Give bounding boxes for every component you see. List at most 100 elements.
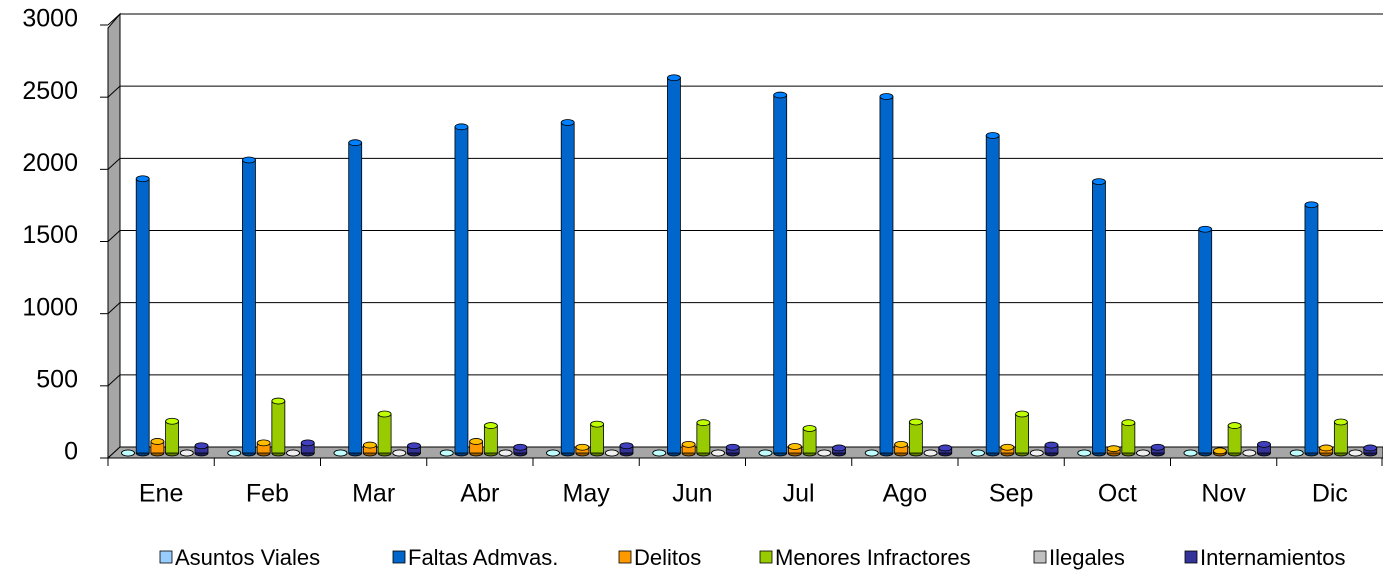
bar: [165, 420, 180, 454]
cylinder-top: [1333, 418, 1348, 426]
cylinder-top: [1227, 422, 1242, 429]
cylinder-top: [652, 449, 667, 457]
grid-line-side: [107, 230, 121, 242]
x-tick-label: Dic: [1312, 480, 1348, 508]
x-tick-label: Sep: [989, 480, 1033, 508]
legend-swatch: [1033, 550, 1047, 564]
cylinder-top: [271, 397, 286, 405]
x-tick-label: Abr: [460, 480, 499, 508]
cylinder-top: [469, 438, 484, 445]
bar: [1304, 204, 1319, 454]
cylinder-top: [1289, 449, 1304, 457]
grid-line-side: [107, 13, 121, 26]
legend-swatch: [159, 550, 173, 564]
cylinder-top: [908, 418, 923, 426]
legend-swatch: [1184, 550, 1198, 564]
bar: [135, 178, 150, 454]
cylinder-top: [560, 119, 575, 126]
cylinder-top: [300, 439, 315, 447]
bar: [242, 159, 256, 454]
bar: [908, 421, 923, 454]
bar: [1092, 181, 1106, 454]
grid-line-side: [107, 302, 121, 315]
x-tick-label: Nov: [1201, 480, 1246, 508]
cylinder-top: [696, 419, 711, 427]
cylinder-top: [1044, 441, 1059, 449]
cylinder-top: [121, 449, 135, 457]
bar: [271, 400, 286, 454]
y-tick-label: 0: [64, 438, 78, 466]
cylinder-top: [377, 410, 392, 418]
cylinder-top: [286, 449, 300, 457]
y-tick-label: 2500: [22, 77, 78, 105]
cylinder-top: [788, 443, 802, 450]
cylinder-top: [135, 175, 150, 183]
x-tick-label: Mar: [352, 480, 395, 508]
cylinder-top: [454, 123, 469, 131]
cylinder-top: [667, 74, 681, 82]
cylinder-top: [1000, 443, 1015, 451]
cylinder-top: [1213, 447, 1227, 455]
x-tick-label: Jun: [672, 480, 712, 508]
bar: [560, 122, 575, 454]
cylinder-top: [758, 449, 773, 457]
cylinder-top: [773, 91, 788, 99]
bar: [985, 135, 1000, 454]
y-tick-label: 2000: [22, 149, 78, 177]
y-tick-label: 1000: [22, 293, 78, 321]
cylinder-top: [498, 449, 513, 457]
bar: [348, 142, 363, 454]
cylinder-top: [681, 440, 696, 448]
legend-label: Ilegales: [1049, 545, 1125, 570]
cylinder-top: [864, 449, 879, 457]
cylinder-top: [1363, 444, 1378, 452]
x-tick-label: Oct: [1098, 480, 1137, 508]
bar: [1333, 421, 1348, 454]
cylinder-top: [362, 441, 377, 449]
cylinder-top: [619, 442, 634, 450]
legend-swatch: [618, 550, 632, 564]
legend-label: Delitos: [634, 545, 701, 570]
cylinder-top: [604, 449, 619, 457]
cylinder-top: [150, 438, 165, 445]
grid-line-side: [107, 85, 121, 98]
legend-label: Internamientos: [1200, 545, 1346, 570]
cylinder-top: [227, 449, 242, 457]
cylinder-top: [407, 442, 421, 450]
bar: [696, 422, 711, 454]
legend-label: Menores Infractores: [775, 545, 971, 570]
grid-line-side: [107, 157, 121, 170]
bar: [802, 428, 817, 454]
cylinder-top: [1136, 449, 1150, 457]
cylinder-top: [971, 449, 985, 457]
y-tick-label: 3000: [22, 5, 78, 33]
cylinder-top: [256, 439, 271, 447]
cylinder-top: [242, 156, 256, 164]
cylinder-top: [1257, 440, 1271, 448]
cylinder-top: [1092, 178, 1106, 186]
cylinder-top: [1121, 419, 1136, 427]
grid-line-side: [107, 374, 121, 387]
cylinder-top: [333, 449, 348, 457]
cylinder-top: [1015, 410, 1029, 418]
cylinder-top: [711, 449, 725, 457]
x-tick-label: Jul: [783, 480, 815, 508]
x-tick-label: May: [563, 480, 611, 508]
cylinder-top: [1304, 201, 1319, 209]
legend-label: Asuntos Viales: [175, 545, 320, 570]
bar: [454, 126, 469, 454]
cylinder-top: [817, 449, 832, 457]
cylinder-top: [802, 425, 817, 432]
cylinder-top: [179, 449, 194, 457]
cylinder-top: [513, 443, 528, 451]
cylinder-top: [1348, 449, 1363, 457]
cylinder-top: [165, 417, 180, 425]
cylinder-top: [439, 449, 454, 457]
bar: [1015, 413, 1029, 454]
legend-swatch: [392, 550, 406, 564]
bar: [879, 96, 894, 454]
cylinder-top: [832, 444, 846, 452]
bar: [590, 423, 604, 454]
cylinder-top: [1242, 449, 1257, 457]
